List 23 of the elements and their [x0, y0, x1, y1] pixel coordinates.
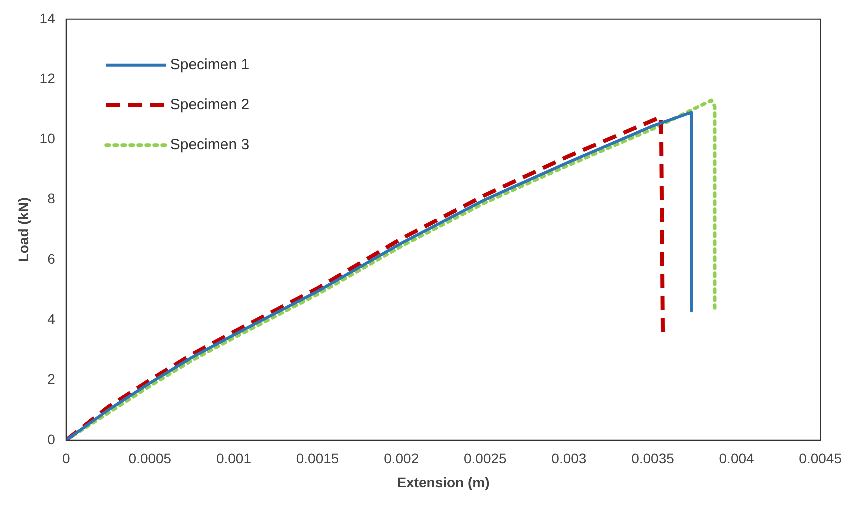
y-tick-label: 8: [48, 190, 56, 207]
x-axis-title: Extension (m): [397, 474, 490, 490]
y-tick-label: 10: [40, 130, 56, 147]
legend-label: Specimen 3: [170, 136, 250, 154]
x-tick-label: 0.0025: [464, 450, 507, 467]
x-tick-label: 0.0015: [296, 450, 340, 467]
x-tick-label: 0.002: [384, 450, 420, 467]
x-tick-label: 0.004: [719, 450, 755, 467]
x-tick-label: 0.0035: [632, 450, 675, 467]
x-tick-label: 0.0005: [128, 450, 172, 467]
y-tick-label: 0: [48, 431, 56, 448]
y-tick-label: 12: [40, 70, 56, 86]
x-tick-label: 0.001: [216, 450, 252, 467]
legend-label: Specimen 1: [170, 56, 250, 74]
x-tick-label: 0.0045: [799, 450, 842, 467]
x-tick-label: 0: [62, 450, 70, 467]
y-tick-label: 14: [40, 10, 56, 26]
y-tick-label: 2: [48, 371, 56, 388]
x-tick-label: 0.003: [552, 450, 587, 467]
y-tick-label: 6: [48, 250, 56, 267]
legend-label: Specimen 2: [170, 96, 250, 114]
y-axis-title: Load (kN): [15, 198, 32, 262]
y-tick-label: 4: [48, 310, 56, 327]
